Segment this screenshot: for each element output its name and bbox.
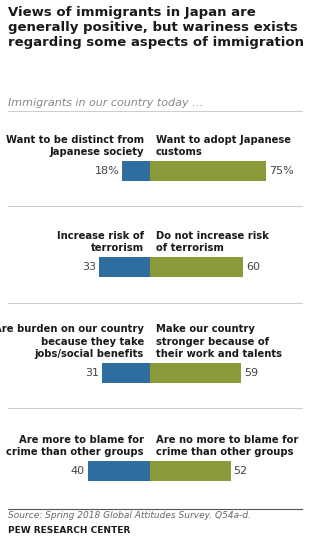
Text: Are no more to blame for
crime than other groups: Are no more to blame for crime than othe… (156, 434, 298, 457)
Text: Want to be distinct from
Japanese society: Want to be distinct from Japanese societ… (6, 135, 144, 157)
Text: 31: 31 (85, 368, 99, 378)
Bar (150, 257, 243, 277)
Bar (122, 161, 150, 181)
Text: Source: Spring 2018 Global Attitudes Survey. Q54a-d.: Source: Spring 2018 Global Attitudes Sur… (8, 511, 251, 520)
Bar (150, 161, 266, 181)
Text: 33: 33 (82, 262, 96, 272)
Text: Want to adopt Japanese
customs: Want to adopt Japanese customs (156, 135, 291, 157)
Text: Views of immigrants in Japan are
generally positive, but wariness exists
regardi: Views of immigrants in Japan are general… (8, 6, 304, 49)
Text: Increase risk of
terrorism: Increase risk of terrorism (57, 230, 144, 253)
Text: Are burden on our country
because they take
jobs/social benefits: Are burden on our country because they t… (0, 324, 144, 359)
Text: 18%: 18% (94, 166, 119, 176)
Text: 75%: 75% (269, 166, 294, 176)
Text: Immigrants in our country today …: Immigrants in our country today … (8, 98, 203, 108)
Text: Are more to blame for
crime than other groups: Are more to blame for crime than other g… (7, 434, 144, 457)
Text: Do not increase risk
of terrorism: Do not increase risk of terrorism (156, 230, 269, 253)
Text: PEW RESEARCH CENTER: PEW RESEARCH CENTER (8, 526, 130, 535)
Text: Make our country
stronger because of
their work and talents: Make our country stronger because of the… (156, 324, 282, 359)
Text: 40: 40 (71, 466, 85, 476)
Text: 60: 60 (246, 262, 260, 272)
Bar (150, 461, 231, 481)
Bar (150, 363, 241, 383)
Text: 59: 59 (245, 368, 259, 378)
Bar (99, 257, 150, 277)
Text: 52: 52 (234, 466, 248, 476)
Bar (102, 363, 150, 383)
Bar (88, 461, 150, 481)
